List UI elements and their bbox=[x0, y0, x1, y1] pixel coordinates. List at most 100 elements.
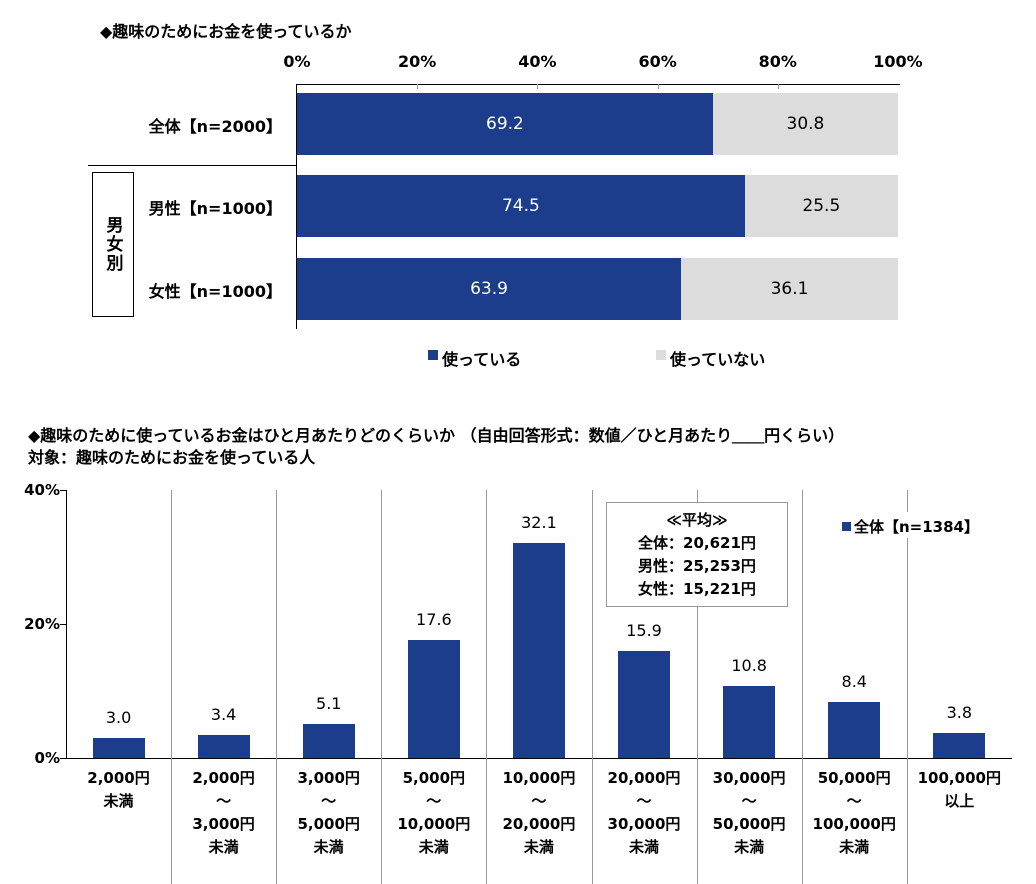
x-gridline-tick bbox=[537, 84, 539, 89]
category-label-line: 50,000円 bbox=[817, 769, 891, 787]
legend-label-using: 使っている bbox=[442, 350, 522, 369]
bar bbox=[618, 651, 671, 758]
category-label-line: 20,000円 bbox=[502, 815, 576, 833]
bar-segment-using: 63.9 bbox=[297, 258, 682, 320]
average-male: 男性：25,253円 bbox=[638, 557, 756, 575]
category-label: 5,000円 ～ 10,000円 未満 bbox=[381, 767, 486, 859]
average-title: ≪平均≫ bbox=[666, 511, 728, 529]
x-tick-label: 0% bbox=[283, 52, 311, 71]
legend-label-not-using: 使っていない bbox=[670, 350, 766, 369]
category-label-line: 未満 bbox=[418, 838, 449, 856]
category-label-line: 3,000円 bbox=[192, 815, 255, 833]
category-label-line: ～ bbox=[636, 792, 652, 810]
x-gridline-tick bbox=[417, 84, 419, 89]
category-divider bbox=[906, 490, 908, 884]
data-label: 8.4 bbox=[841, 671, 867, 691]
category-divider bbox=[276, 490, 278, 884]
category-label-line: ～ bbox=[216, 792, 232, 810]
category-label-line: ～ bbox=[846, 792, 862, 810]
category-label-line: 未満 bbox=[839, 838, 870, 856]
chart2-y-axis bbox=[66, 490, 67, 758]
category-label-line: 未満 bbox=[523, 838, 554, 856]
category-label-line: 30,000円 bbox=[607, 815, 681, 833]
category-label: 10,000円 ～ 20,000円 未満 bbox=[486, 767, 591, 859]
bar bbox=[723, 685, 776, 758]
group-label-gender: 男女別 bbox=[92, 172, 134, 317]
bar bbox=[407, 640, 460, 758]
bar-segment-using: 69.2 bbox=[297, 93, 713, 155]
category-divider bbox=[591, 490, 593, 884]
y-tick bbox=[60, 624, 66, 625]
legend-label-overall: 全体【n=1384】 bbox=[854, 518, 979, 536]
y-tick-label: 20% bbox=[24, 615, 60, 633]
x-gridline-tick bbox=[777, 84, 779, 89]
row-label: 女性【n=1000】 bbox=[148, 282, 282, 301]
y-tick-label: 40% bbox=[24, 481, 60, 499]
average-overall: 全体：20,621円 bbox=[638, 534, 756, 552]
bar bbox=[197, 735, 250, 758]
category-label: 20,000円 ～ 30,000円 未満 bbox=[592, 767, 697, 859]
bar-segment-not-using: 36.1 bbox=[681, 258, 898, 320]
category-label-line: 未満 bbox=[628, 838, 659, 856]
x-tick-label: 60% bbox=[638, 52, 677, 71]
bar bbox=[933, 732, 986, 758]
category-divider bbox=[696, 490, 698, 884]
data-label: 10.8 bbox=[731, 655, 767, 675]
category-label-line: ～ bbox=[426, 792, 442, 810]
data-label: 3.4 bbox=[210, 705, 237, 725]
data-label: 32.1 bbox=[521, 512, 557, 532]
data-label: 3.0 bbox=[105, 707, 132, 727]
data-label: 15.9 bbox=[626, 621, 662, 641]
category-label-line: 未満 bbox=[208, 838, 239, 856]
category-label-line: ～ bbox=[321, 792, 337, 810]
category-label-line: 50,000円 bbox=[712, 815, 786, 833]
category-label: 2,000円 ～ 3,000円 未満 bbox=[171, 767, 276, 859]
category-label-line: 3,000円 bbox=[297, 769, 360, 787]
average-female: 女性：15,221円 bbox=[638, 580, 756, 598]
category-divider bbox=[486, 490, 488, 884]
group-separator bbox=[88, 165, 297, 166]
legend-swatch-not-using bbox=[656, 350, 666, 360]
category-divider bbox=[381, 490, 383, 884]
bar bbox=[512, 542, 565, 758]
data-label: 3.8 bbox=[946, 702, 973, 722]
chart2-title: ◆趣味のために使っているお金はひと月あたりどのくらいか （自由回答形式：数値／ひ… bbox=[28, 426, 845, 445]
x-tick-label: 40% bbox=[518, 52, 557, 71]
bar-segment-not-using: 30.8 bbox=[712, 93, 898, 155]
chart1-plot-frame bbox=[296, 84, 900, 329]
legend-swatch-using bbox=[428, 350, 438, 360]
bar-segment-not-using: 25.5 bbox=[744, 175, 898, 237]
category-label-line: 100,000円 bbox=[917, 769, 1001, 787]
category-label-line: ～ bbox=[531, 792, 547, 810]
category-label-line: 以上 bbox=[944, 792, 975, 810]
category-label-line: 2,000円 bbox=[192, 769, 255, 787]
bar-segment-using: 74.5 bbox=[297, 175, 745, 237]
x-tick-label: 100% bbox=[873, 52, 923, 71]
data-label: 17.6 bbox=[416, 610, 452, 630]
category-label-line: ～ bbox=[741, 792, 757, 810]
data-label: 5.1 bbox=[316, 693, 342, 713]
category-label-line: 20,000円 bbox=[607, 769, 681, 787]
category-label: 2,000円 未満 bbox=[66, 767, 171, 813]
y-tick bbox=[60, 490, 66, 491]
bar bbox=[92, 737, 145, 758]
category-label-line: 5,000円 bbox=[297, 815, 360, 833]
category-label: 50,000円 ～ 100,000円 未満 bbox=[802, 767, 907, 859]
category-label-line: 2,000円 bbox=[87, 769, 150, 787]
category-label-line: 未満 bbox=[103, 792, 134, 810]
category-label-line: 100,000円 bbox=[812, 815, 896, 833]
row-label: 全体【n=2000】 bbox=[148, 117, 282, 136]
row-label: 男性【n=1000】 bbox=[148, 199, 282, 218]
category-label: 3,000円 ～ 5,000円 未満 bbox=[276, 767, 381, 859]
category-label: 100,000円 以上 bbox=[907, 767, 1012, 813]
category-label-line: 5,000円 bbox=[402, 769, 466, 787]
average-annotation-box: ≪平均≫ 全体：20,621円 男性：25,253円 女性：15,221円 bbox=[606, 502, 788, 607]
category-label-line: 未満 bbox=[313, 838, 344, 856]
bar bbox=[828, 701, 881, 758]
category-label-line: 10,000円 bbox=[502, 769, 576, 787]
chart1-title: ◆趣味のためにお金を使っているか bbox=[100, 22, 352, 41]
chart2-subtitle: 対象：趣味のためにお金を使っている人 bbox=[28, 448, 316, 467]
category-divider bbox=[801, 490, 803, 884]
y-tick-label: 0% bbox=[34, 749, 60, 767]
x-tick-label: 20% bbox=[398, 52, 437, 71]
